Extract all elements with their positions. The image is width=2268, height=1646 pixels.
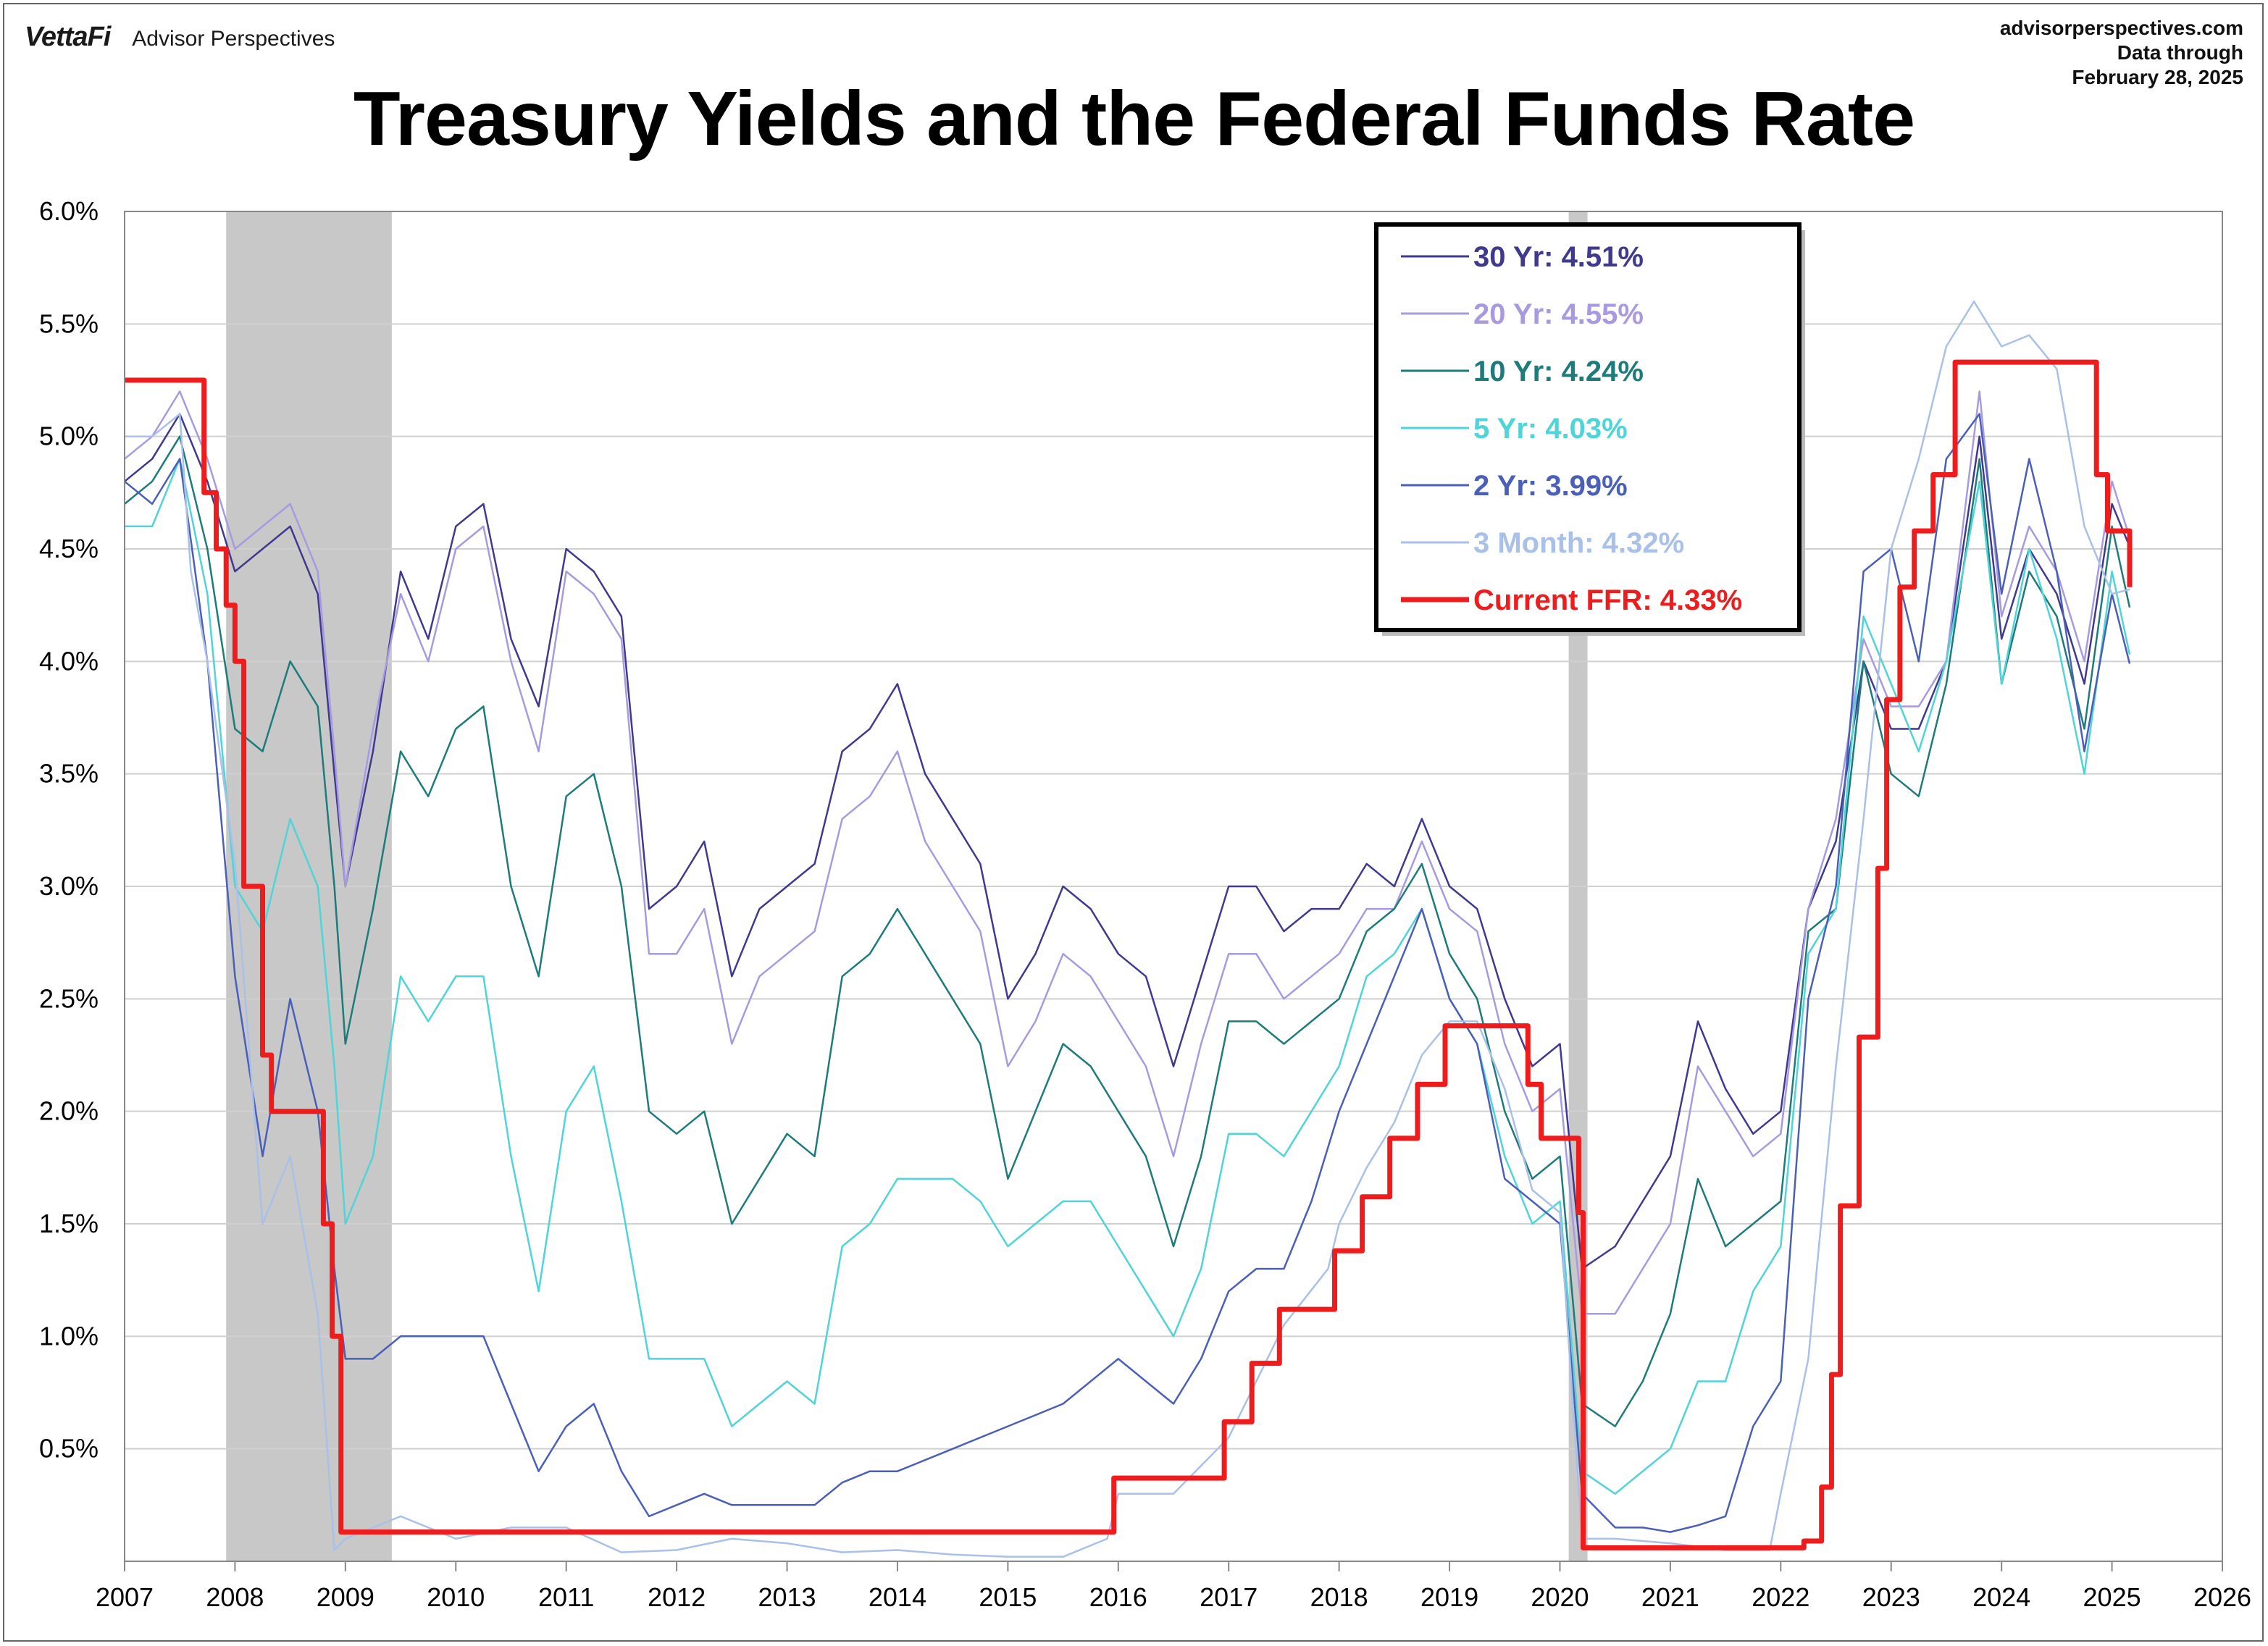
y-tick-label: 3.0% xyxy=(39,871,99,901)
y-tick-label: 4.0% xyxy=(39,646,99,676)
data-through-label: Data through xyxy=(2117,41,2243,64)
x-tick-label: 2020 xyxy=(1531,1582,1589,1612)
x-tick-label: 2018 xyxy=(1310,1582,1368,1612)
series-line-10-yr xyxy=(124,435,2131,1427)
series-line-2-yr xyxy=(124,413,2131,1533)
y-tick-label: 3.5% xyxy=(39,759,99,789)
source-url: advisorperspectives.com xyxy=(1999,17,2243,39)
y-tick-label: 2.5% xyxy=(39,983,99,1013)
x-tick-label: 2014 xyxy=(869,1582,926,1612)
series-line-20-yr xyxy=(124,390,2131,1315)
y-tick-label: 0.5% xyxy=(39,1434,99,1464)
y-tick-label: 2.0% xyxy=(39,1096,99,1126)
series-line-current-ffr xyxy=(125,359,2133,1550)
x-axis-ticks: 2007 2008 2009 2010 2011 2012 2013 2014 2015 2016… xyxy=(96,1561,2251,1612)
series-line-5-yr xyxy=(125,458,2131,1495)
x-tick-label: 2019 xyxy=(1420,1582,1478,1612)
x-tick-label: 2025 xyxy=(2083,1582,2141,1612)
x-tick-label: 2026 xyxy=(2193,1582,2251,1612)
y-tick-label: 4.5% xyxy=(39,534,99,563)
legend-label-20-yr: 20 Yr: 4.55% xyxy=(1473,298,1644,330)
x-tick-label: 2016 xyxy=(1089,1582,1147,1612)
data-through-date: February 28, 2025 xyxy=(2072,66,2243,88)
x-tick-label: 2013 xyxy=(758,1582,816,1612)
y-tick-label: 5.5% xyxy=(39,308,99,338)
x-tick-label: 2008 xyxy=(206,1582,264,1612)
chart-frame xyxy=(3,3,2264,1642)
x-tick-label: 2009 xyxy=(317,1582,374,1612)
x-tick-label: 2011 xyxy=(538,1582,594,1612)
legend: 30 Yr: 4.51% 20 Yr: 4.55% 10 Yr: 4.24% 5 Yr… xyxy=(1374,222,1805,636)
legend-label-30-yr: 30 Yr: 4.51% xyxy=(1473,241,1644,273)
vettafi-logo: VettaFi xyxy=(25,22,111,52)
brand: VettaFi Advisor Perspectives xyxy=(25,22,335,58)
series-line-3-month xyxy=(125,301,2130,1558)
x-tick-label: 2021 xyxy=(1641,1582,1699,1612)
x-tick-label: 2012 xyxy=(648,1582,706,1612)
x-tick-label: 2007 xyxy=(96,1582,154,1612)
series-line-30-yr xyxy=(124,413,2131,1270)
brand-name: Advisor Perspectives xyxy=(132,27,335,51)
legend-label-5-yr: 5 Yr: 4.03% xyxy=(1473,413,1628,445)
y-tick-label: 1.0% xyxy=(39,1321,99,1351)
legend-label-10-yr: 10 Yr: 4.24% xyxy=(1473,356,1644,387)
y-tick-label: 6.0% xyxy=(39,196,99,226)
plot-area xyxy=(124,211,2223,1562)
x-tick-label: 2017 xyxy=(1200,1582,1258,1612)
x-tick-label: 2024 xyxy=(1972,1582,2030,1612)
x-tick-label: 2023 xyxy=(1862,1582,1920,1612)
legend-label-current-ffr: Current FFR: 4.33% xyxy=(1473,584,1742,616)
y-tick-label: 5.0% xyxy=(39,421,99,451)
series-lines xyxy=(124,301,2133,1558)
source-info: advisorperspectives.com Data through Feb… xyxy=(2000,16,2243,90)
y-axis-ticks: 0.5% 1.0% 1.5% 2.0% 2.5% 3.0% 3.5% 4.0% 4.5% 5.0%… xyxy=(39,196,99,1464)
legend-label-3-month: 3 Month: 4.32% xyxy=(1473,527,1684,559)
chart-title: Treasury Yields and the Federal Funds Ra… xyxy=(353,76,1915,161)
legend-label-2-yr: 2 Yr: 3.99% xyxy=(1473,470,1628,502)
x-tick-label: 2015 xyxy=(979,1582,1037,1612)
x-tick-label: 2022 xyxy=(1752,1582,1809,1612)
y-tick-label: 1.5% xyxy=(39,1209,99,1238)
x-tick-label: 2010 xyxy=(427,1582,485,1612)
gridlines xyxy=(125,211,2222,1450)
